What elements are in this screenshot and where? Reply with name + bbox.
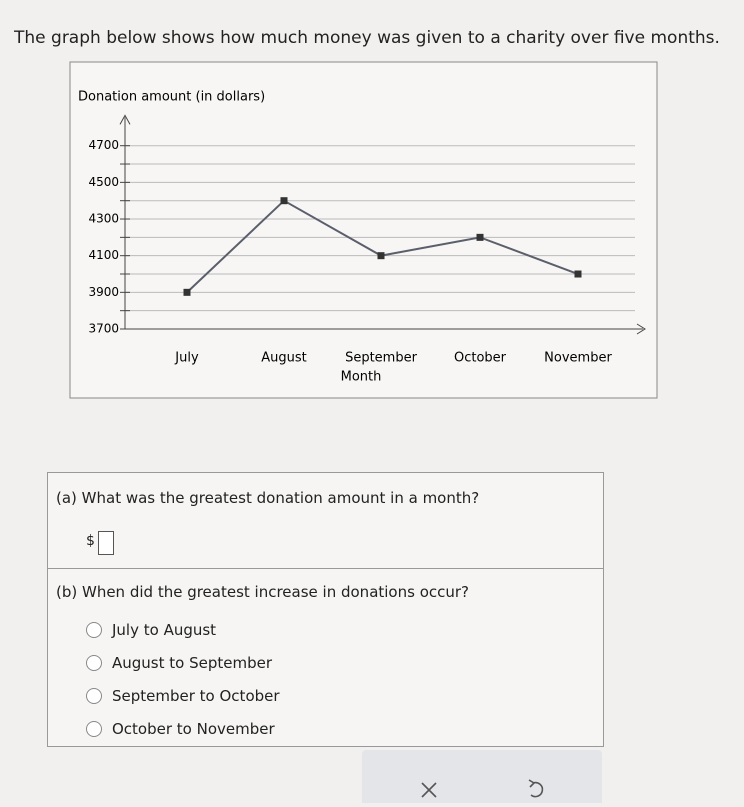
radio-button[interactable]: [86, 622, 102, 638]
radio-button[interactable]: [86, 721, 102, 737]
x-tick-label: September: [345, 351, 418, 366]
toolbar-icons: [421, 779, 544, 798]
option-label: September to October: [112, 687, 280, 705]
data-point: [183, 288, 191, 296]
data-point: [574, 270, 582, 278]
x-tick-label: October: [454, 351, 507, 366]
toolbar: [362, 750, 602, 803]
x-tick-label: July: [174, 351, 199, 366]
option-label: August to September: [112, 654, 272, 672]
answer-option[interactable]: October to November: [86, 720, 275, 738]
question-b: (b) When did the greatest increase in do…: [56, 583, 470, 601]
x-axis-label: Month: [341, 370, 382, 385]
x-tick-label: November: [544, 351, 612, 366]
undo-button[interactable]: [528, 779, 544, 798]
data-point: [377, 252, 385, 260]
x-axis-arrow: [636, 323, 646, 335]
answer-input[interactable]: [98, 531, 114, 555]
y-tick-label: 4300: [88, 212, 119, 226]
option-label: October to November: [112, 720, 275, 738]
data-point: [280, 197, 288, 205]
y-axis-arrow: [119, 114, 131, 125]
answer-option[interactable]: July to August: [86, 621, 216, 639]
clear-button[interactable]: [421, 782, 437, 798]
chart-frame: [69, 61, 658, 399]
header-title: The graph below shows how much money was…: [14, 28, 720, 48]
divider: [48, 568, 603, 569]
option-label: July to August: [112, 621, 217, 639]
y-tick-label: 3900: [88, 285, 119, 299]
y-tick-label: 3700: [88, 322, 119, 336]
y-axis-label: Donation amount (in dollars): [78, 90, 265, 105]
question-panel: (a) What was the greatest donation amoun…: [47, 472, 604, 747]
radio-button[interactable]: [86, 655, 102, 671]
y-tick-label: 4700: [88, 138, 119, 152]
currency-prefix: $: [86, 533, 95, 549]
y-tick-label: 4500: [88, 175, 119, 189]
answer-option[interactable]: August to September: [86, 654, 272, 672]
chart: Donation amount (in dollars) Month 3700 3…: [69, 61, 658, 399]
data-point: [476, 233, 484, 241]
radio-button[interactable]: [86, 688, 102, 704]
y-tick-label: 4100: [88, 248, 119, 262]
question-a: (a) What was the greatest donation amoun…: [56, 489, 480, 507]
answer-option[interactable]: September to October: [86, 687, 280, 705]
x-tick-label: August: [261, 351, 307, 366]
